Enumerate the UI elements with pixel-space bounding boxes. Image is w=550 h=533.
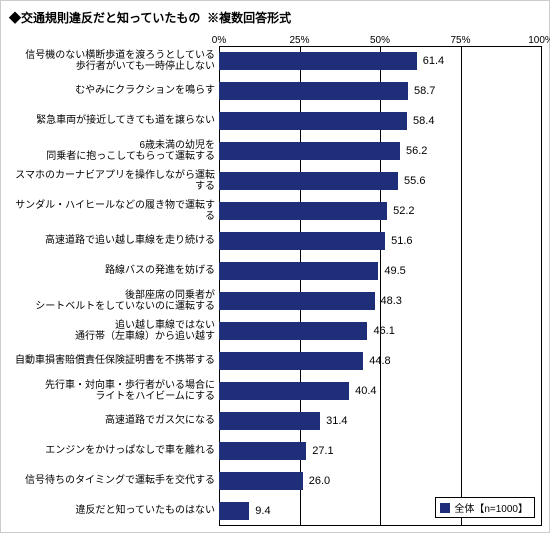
x-tick-label: 100% [528,35,550,46]
bar-label: 高速道路で追い越し車線を走り続ける [9,226,219,256]
bar-track: 61.4 [219,46,541,76]
bar-value: 44.8 [369,355,390,367]
bar-fill: 51.6 [219,232,385,250]
bar-track: 44.8 [219,346,541,376]
bar-value: 49.5 [384,265,405,277]
legend: 全体【n=1000】 [435,497,535,518]
bar-value: 46.1 [373,325,394,337]
bar-label: エンジンをかけっぱなしで車を離れる [9,436,219,466]
grid-line [541,46,542,526]
bar-fill: 55.6 [219,172,398,190]
bar-label: 先行車・対向車・歩行者がいる場合に ライトをハイビームにする [9,376,219,406]
chart-container: ◆交通規則違反だと知っていたもの ※複数回答形式 0% 25% 50% 75% 100%… [0,0,550,533]
bar-value: 56.2 [406,145,427,157]
bar-value: 61.4 [423,55,444,67]
bar-track: 55.6 [219,166,541,196]
bar-track: 40.4 [219,376,541,406]
bar-value: 26.0 [309,475,330,487]
bar-fill: 56.2 [219,142,400,160]
bar-track: 46.1 [219,316,541,346]
legend-swatch [440,503,450,513]
chart-title: ◆交通規則違反だと知っていたもの ※複数回答形式 [9,9,541,26]
bar-fill: 40.4 [219,382,349,400]
bar-fill: 46.1 [219,322,367,340]
bar-value: 9.4 [255,505,270,517]
bar-label: 信号機のない横断歩道を渡ろうとしている 歩行者がいても一時停止しない [9,46,219,76]
bar-fill: 31.4 [219,412,320,430]
bar-value: 48.3 [381,295,402,307]
bar-value: 58.7 [414,85,435,97]
bar-fill: 61.4 [219,52,417,70]
title-note: ※複数回答形式 [207,11,291,25]
bar-track: 48.3 [219,286,541,316]
bar-track: 58.7 [219,76,541,106]
title-prefix: ◆ [9,11,21,25]
bar-track: 27.1 [219,436,541,466]
bar-fill: 44.8 [219,352,363,370]
bar-label: 追い越し車線ではない 通行帯（左車線）から追い越す [9,316,219,346]
bar-fill: 58.7 [219,82,408,100]
bar-label: 後部座席の同乗者が シートベルトをしていないのに運転する [9,286,219,316]
bar-fill: 9.4 [219,502,249,520]
bar-track: 52.2 [219,196,541,226]
x-tick-label: 0% [212,35,226,46]
bar-value: 31.4 [326,415,347,427]
bar-label: 6歳未満の幼児を 同乗者に抱っこしてもらって運転する [9,136,219,166]
bar-label: 違反だと知っていたものはない [9,496,219,526]
x-tick-label: 25% [289,35,309,46]
bar-label: 路線バスの発進を妨げる [9,256,219,286]
bar-track: 56.2 [219,136,541,166]
bar-track: 58.4 [219,106,541,136]
title-main: 交通規則違反だと知っていたもの [21,11,200,25]
bar-label: 信号待ちのタイミングで運転手を交代する [9,466,219,496]
x-axis: 0%25%50%75%100% [9,30,541,46]
bar-value: 51.6 [391,235,412,247]
x-tick-label: 50% [370,35,390,46]
chart-body: 信号機のない横断歩道を渡ろうとしている 歩行者がいても一時停止しないむやみにクラ… [9,46,541,526]
bar-label: むやみにクラクションを鳴らす [9,76,219,106]
labels-column: 信号機のない横断歩道を渡ろうとしている 歩行者がいても一時停止しないむやみにクラ… [9,46,219,526]
x-axis-area: 0%25%50%75%100% [219,30,541,46]
bar-track: 31.4 [219,406,541,436]
bar-value: 58.4 [413,115,434,127]
bar-fill: 58.4 [219,112,407,130]
bar-fill: 49.5 [219,262,378,280]
bar-value: 40.4 [355,385,376,397]
plot-column: 61.4 58.7 58.4 56.2 55.6 52.2 51.6 49.5 48.3 46.1… [219,46,541,526]
bar-label: サンダル・ハイヒールなどの履き物で運転する [9,196,219,226]
bar-value: 27.1 [312,445,333,457]
bar-track: 51.6 [219,226,541,256]
bar-label: 自動車損害賠償責任保険証明書を不携帯する [9,346,219,376]
bar-track: 49.5 [219,256,541,286]
bar-fill: 52.2 [219,202,387,220]
legend-label: 全体【n=1000】 [454,500,528,515]
bar-fill: 26.0 [219,472,303,490]
bar-label: スマホのカーナビアプリを操作しながら運転する [9,166,219,196]
bar-fill: 48.3 [219,292,375,310]
bar-label: 緊急車両が接近してきても道を譲らない [9,106,219,136]
bar-value: 52.2 [393,205,414,217]
bar-value: 55.6 [404,175,425,187]
bar-track: 26.0 [219,466,541,496]
bar-fill: 27.1 [219,442,306,460]
bar-label: 高速道路でガス欠になる [9,406,219,436]
x-tick-label: 75% [450,35,470,46]
